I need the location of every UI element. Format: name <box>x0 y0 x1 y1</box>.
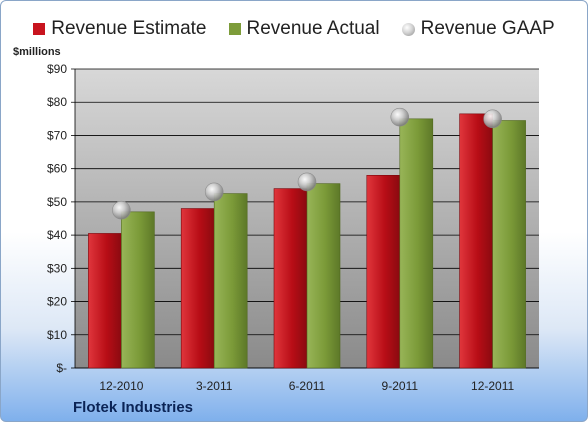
y-tick-label-10: $10 <box>47 328 67 342</box>
bar-revenue-actual-6-2011 <box>306 183 341 369</box>
y-tick-label-60: $60 <box>47 162 67 176</box>
y-tick-label-50: $50 <box>47 195 67 209</box>
x-tick-label-12-2011: 12-2011 <box>471 379 514 393</box>
legend-label-revenue-estimate: Revenue Estimate <box>51 18 207 39</box>
x-tick-label-6-2011: 6-2011 <box>289 379 326 393</box>
x-tick-label-12-2010: 12-2010 <box>99 379 143 393</box>
marker-revenue-gaap-3-2011 <box>204 182 224 202</box>
bar-revenue-actual-12-2010 <box>121 211 155 369</box>
marker-revenue-gaap-6-2011 <box>297 172 317 192</box>
bar-revenue-actual-12-2011 <box>492 120 526 369</box>
legend-item-revenue-actual: Revenue Actual <box>228 18 380 40</box>
bar-revenue-actual-3-2011 <box>213 193 248 369</box>
legend: Revenue Estimate Revenue Actual Revenue … <box>1 16 587 42</box>
bar-revenue-actual-9-2011 <box>399 118 434 369</box>
x-tick-label-9-2011: 9-2011 <box>382 379 419 393</box>
legend-label-revenue-actual: Revenue Actual <box>246 18 380 39</box>
y-tick-label-0: $- <box>56 361 67 375</box>
marker-revenue-gaap-12-2011 <box>483 109 502 129</box>
legend-label-revenue-gaap: Revenue GAAP <box>420 18 555 39</box>
marker-revenue-gaap-12-2010 <box>112 200 131 220</box>
bar-revenue-estimate-12-2011 <box>459 113 493 369</box>
marker-revenue-gaap-9-2011 <box>390 107 410 127</box>
bar-revenue-estimate-6-2011 <box>273 188 308 369</box>
y-tick-label-80: $80 <box>47 95 67 109</box>
y-tick-label-90: $90 <box>47 62 67 76</box>
y-tick-label-30: $30 <box>47 261 67 275</box>
y-tick-label-40: $40 <box>47 228 67 242</box>
y-tick-label-70: $70 <box>47 128 67 142</box>
bar-revenue-estimate-3-2011 <box>180 208 215 369</box>
company-name: Flotek Industries <box>73 399 194 416</box>
legend-item-revenue-estimate: Revenue Estimate <box>33 18 207 40</box>
y-tick-label-20: $20 <box>47 295 67 309</box>
legend-swatch-revenue-gaap <box>401 22 415 36</box>
bar-revenue-estimate-12-2010 <box>88 233 122 369</box>
y-axis-unit-label: $millions <box>13 46 61 58</box>
bar-revenue-estimate-9-2011 <box>366 175 401 369</box>
legend-swatch-revenue-estimate <box>33 23 46 35</box>
legend-swatch-revenue-actual <box>228 23 241 35</box>
legend-item-revenue-gaap: Revenue GAAP <box>401 18 555 40</box>
x-tick-label-3-2011: 3-2011 <box>196 379 233 393</box>
